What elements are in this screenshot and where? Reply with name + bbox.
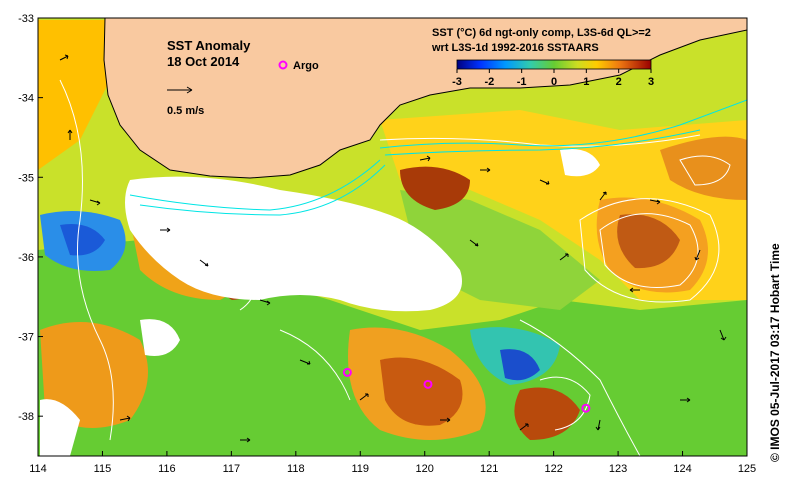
colorbar: SST (°C) 6d ngt-only comp, L3S-6d QL>=2 … [431, 27, 654, 88]
cool-region [500, 349, 540, 381]
hot-region [380, 357, 463, 426]
argo-float-marker [581, 403, 591, 413]
lon-tick-label: 116 [158, 463, 176, 475]
lon-tick-label: 122 [544, 463, 562, 475]
argo-float-marker [342, 367, 352, 377]
lon-tick-label: 118 [287, 463, 305, 475]
argo-legend-marker [278, 60, 288, 70]
colorbar-ticks: -3 -2 -1 0 1 2 3 [452, 69, 654, 88]
colorbar-tick-label: -3 [452, 76, 462, 88]
colorbar-tick-label: -1 [517, 76, 527, 88]
hot-region [617, 214, 680, 269]
latitude-axis: -33 -34 -35 -36 -37 -38 [18, 13, 43, 423]
lon-tick-label: 121 [480, 463, 498, 475]
lat-tick-label: -36 [18, 252, 34, 264]
colorbar-tick-label: 0 [551, 76, 557, 88]
lon-tick-label: 124 [673, 463, 691, 475]
lon-tick-label: 120 [416, 463, 434, 475]
warm-region [660, 136, 747, 200]
no-data-region [140, 319, 180, 356]
sst-field [38, 18, 747, 456]
ssh-contours [59, 79, 731, 456]
credit-text: © IMOS 05-Jul-2017 03:17 Hobart Time [768, 243, 782, 462]
warm-region [40, 322, 148, 428]
land-australia [103, 18, 747, 179]
lon-tick-label: 119 [351, 463, 369, 475]
colorbar-tick-label: 3 [648, 76, 654, 88]
hot-region [514, 387, 580, 440]
lat-tick-label: -38 [18, 411, 34, 423]
lat-tick-label: -35 [18, 172, 34, 184]
no-data-region [125, 176, 462, 312]
speed-scale-label: 0.5 m/s [167, 105, 204, 117]
colorbar-gradient [456, 59, 652, 70]
colorbar-tick-label: -2 [484, 76, 494, 88]
current-vectors [59, 54, 727, 443]
lon-tick-label: 115 [94, 463, 112, 475]
colorbar-title-1: SST (°C) 6d ngt-only comp, L3S-6d QL>=2 [432, 27, 651, 39]
no-data-region [560, 149, 600, 177]
speed-scale: 0.5 m/s [167, 86, 204, 117]
colorbar-tick-label: 2 [616, 76, 622, 88]
map-title: SST Anomaly [167, 38, 251, 53]
lon-tick-label: 123 [609, 463, 627, 475]
argo-legend-label: Argo [293, 60, 319, 72]
warm-region [38, 20, 110, 170]
colorbar-tick-label: 1 [583, 76, 589, 88]
longitude-axis: 114 115 116 117 118 119 120 121 122 123 124 125 [29, 451, 756, 475]
lat-tick-label: -34 [18, 93, 34, 105]
lon-tick-label: 125 [738, 463, 756, 475]
speed-scale-arrowhead [186, 86, 193, 94]
plot-frame [37, 17, 748, 457]
no-data-region [40, 399, 80, 456]
argo-float-marker [423, 379, 433, 389]
lon-tick-label: 114 [29, 463, 47, 475]
current-lines [129, 99, 747, 216]
lon-tick-label: 117 [223, 463, 241, 475]
argo-floats [342, 367, 591, 413]
map-date: 18 Oct 2014 [167, 54, 240, 69]
cool-region [60, 224, 105, 256]
colorbar-title-2: wrt L3S-1d 1992-2016 SSTAARS [431, 42, 599, 54]
hot-region [400, 166, 470, 210]
lat-tick-label: -33 [18, 13, 34, 25]
argo-legend: Argo [278, 60, 319, 72]
lat-tick-label: -37 [18, 332, 34, 344]
